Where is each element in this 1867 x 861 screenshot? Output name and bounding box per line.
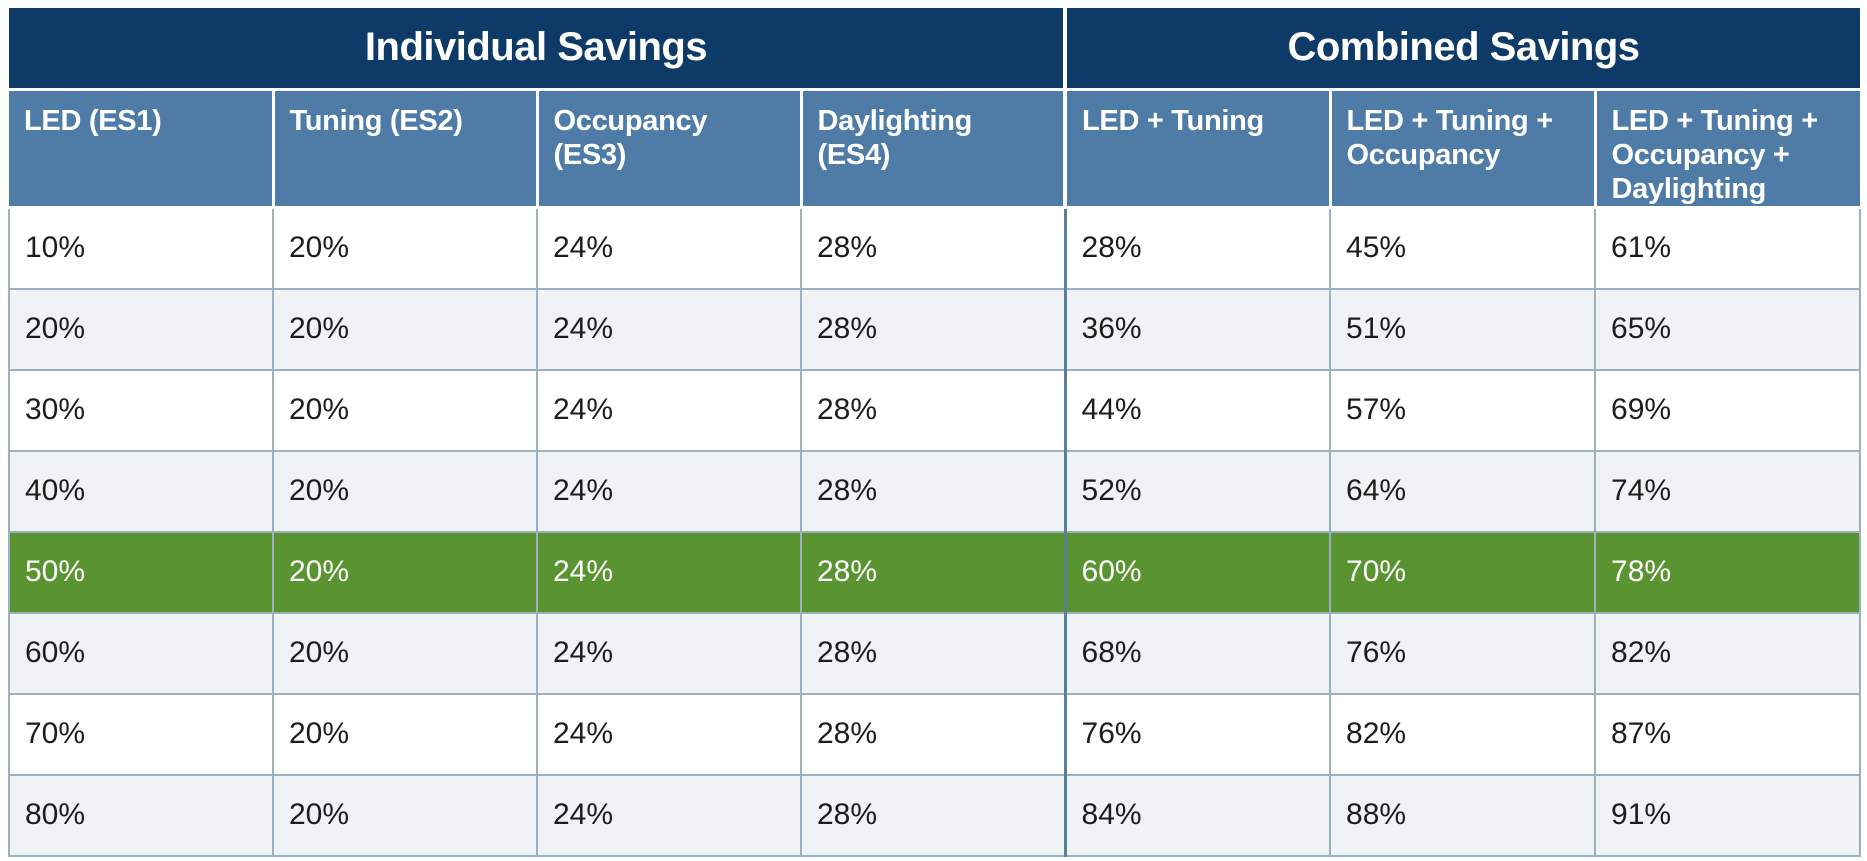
table-cell: 28% (799, 530, 1067, 614)
table-cell: 80% (8, 773, 274, 857)
column-header-row: LED (ES1) Tuning (ES2) Occupancy (ES3) Dayl… (9, 89, 1861, 210)
highlighted-table-row: 50% 20% 24% 28% 60% 70% 78% (8, 530, 1862, 614)
column-header: LED + Tuning + Occupancy (1328, 89, 1596, 210)
table-cell: 51% (1329, 287, 1597, 371)
table-cell: 20% (272, 692, 538, 776)
table-cell: 24% (536, 368, 802, 452)
table-cell: 74% (1594, 449, 1862, 533)
column-header: LED + Tuning + Occupancy + Daylighting (1593, 89, 1861, 210)
table-cell: 28% (1063, 206, 1332, 290)
savings-table: Individual Savings Combined Savings LED (… (8, 8, 1862, 857)
table-cell: 64% (1329, 449, 1597, 533)
table-cell: 28% (799, 287, 1067, 371)
table-cell: 60% (8, 611, 274, 695)
table-cell: 82% (1594, 611, 1862, 695)
table-cell: 50% (8, 530, 274, 614)
table-cell: 36% (1063, 287, 1332, 371)
table-cell: 70% (8, 692, 274, 776)
column-header: LED + Tuning (1063, 89, 1331, 210)
table-cell: 44% (1063, 368, 1332, 452)
savings-table-body: 10% 20% 24% 28% 28% 45% 61% 20% 20% 24% 28% 36% 51% 6… (8, 206, 1862, 857)
table-row: 70% 20% 24% 28% 76% 82% 87% (8, 692, 1862, 776)
table-cell: 24% (536, 287, 802, 371)
table-cell: 82% (1329, 692, 1597, 776)
table-cell: 30% (8, 368, 274, 452)
table-cell: 68% (1063, 611, 1332, 695)
table-cell: 78% (1594, 530, 1862, 614)
table-cell: 52% (1063, 449, 1332, 533)
table-row: 10% 20% 24% 28% 28% 45% 61% (8, 206, 1862, 290)
table-cell: 24% (536, 773, 802, 857)
table-cell: 69% (1594, 368, 1862, 452)
table-cell: 28% (799, 449, 1067, 533)
column-header: Tuning (ES2) (271, 89, 537, 210)
table-cell: 20% (272, 530, 538, 614)
table-row: 20% 20% 24% 28% 36% 51% 65% (8, 287, 1862, 371)
table-cell: 76% (1063, 692, 1332, 776)
table-cell: 40% (8, 449, 274, 533)
table-cell: 10% (8, 206, 274, 290)
table-row: 60% 20% 24% 28% 68% 76% 82% (8, 611, 1862, 695)
table-cell: 45% (1329, 206, 1597, 290)
table-cell: 20% (272, 206, 538, 290)
table-row: 80% 20% 24% 28% 84% 88% 91% (8, 773, 1862, 857)
table-cell: 20% (272, 368, 538, 452)
table-cell: 76% (1329, 611, 1597, 695)
section-header: Individual Savings (9, 8, 1066, 91)
table-cell: 28% (799, 773, 1067, 857)
table-cell: 60% (1063, 530, 1332, 614)
table-cell: 57% (1329, 368, 1597, 452)
table-cell: 24% (536, 611, 802, 695)
table-cell: 24% (536, 449, 802, 533)
section-header-row: Individual Savings Combined Savings (9, 8, 1861, 91)
table-cell: 84% (1063, 773, 1332, 857)
table-cell: 24% (536, 692, 802, 776)
table-cell: 87% (1594, 692, 1862, 776)
table-cell: 20% (8, 287, 274, 371)
table-cell: 28% (799, 692, 1067, 776)
section-header: Combined Savings (1063, 8, 1861, 91)
table-cell: 24% (536, 206, 802, 290)
table-cell: 88% (1329, 773, 1597, 857)
table-cell: 70% (1329, 530, 1597, 614)
table-cell: 28% (799, 206, 1067, 290)
column-header: Daylighting (ES4) (799, 89, 1066, 210)
table-cell: 28% (799, 611, 1067, 695)
table-cell: 20% (272, 449, 538, 533)
table-cell: 91% (1594, 773, 1862, 857)
table-cell: 20% (272, 611, 538, 695)
table-cell: 28% (799, 368, 1067, 452)
table-row: 40% 20% 24% 28% 52% 64% 74% (8, 449, 1862, 533)
column-header: Occupancy (ES3) (535, 89, 801, 210)
table-cell: 20% (272, 773, 538, 857)
column-header: LED (ES1) (9, 89, 273, 210)
table-cell: 65% (1594, 287, 1862, 371)
table-cell: 24% (536, 530, 802, 614)
table-cell: 20% (272, 287, 538, 371)
table-cell: 61% (1594, 206, 1862, 290)
table-row: 30% 20% 24% 28% 44% 57% 69% (8, 368, 1862, 452)
